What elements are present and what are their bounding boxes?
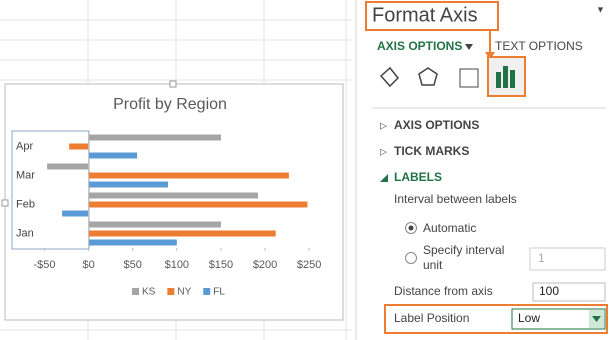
chart: Jan Feb Mar Apr -$50 $0 $50 $100 $150 $200 $250 KS N… [16,132,321,298]
x-tick-label: -$50 [33,259,55,271]
legend-swatch [167,288,175,295]
bar [47,163,89,170]
bar [88,152,138,159]
chart-title: Profit by Region [113,96,227,113]
bar [88,230,276,237]
legend-swatch [132,288,139,295]
input-value: 100 [539,284,559,298]
chart-icon [510,70,515,88]
dropdown-arrow [592,316,601,322]
input[interactable] [532,282,606,302]
format-pane: Format Axis ▼ AXIS OPTIONS TEXT OPTIONS … [355,0,608,340]
radio-dot [408,225,414,231]
bar [88,239,177,246]
x-tick-label: $200 [253,259,277,271]
legend-label: FL [213,287,225,298]
highlight [384,304,608,334]
legend-label: NY [177,287,191,298]
dropdown-value: Low [518,311,540,325]
x-tick-label: $250 [297,259,321,271]
chart-icon [496,72,501,88]
bar [88,192,259,199]
pane-menu[interactable]: ▼ [596,4,605,14]
pane-title: Format Axis [372,4,478,26]
handle[interactable] [1,199,9,207]
x-tick-label: $0 [82,259,94,271]
radio-label[interactable]: unit [423,258,443,272]
dropdown[interactable] [511,308,606,330]
x-tick-label: $150 [209,259,233,271]
input-value: 1 [538,251,545,265]
label: Label Position [394,311,469,325]
legend-swatch [203,288,211,295]
bar [88,172,289,179]
size-icon[interactable] [459,68,479,88]
radio-label[interactable]: Automatic [423,221,476,235]
effects-icon[interactable] [418,67,438,86]
chart-icon [503,66,508,88]
highlight [365,1,499,31]
section[interactable]: TICK MARKS [394,144,469,158]
bar [88,134,221,141]
tab[interactable]: TEXT OPTIONS [495,39,583,53]
x-tick-label: $50 [124,259,142,271]
bar [88,221,221,228]
input[interactable] [529,247,606,271]
radio[interactable] [405,252,417,264]
tab[interactable]: AXIS OPTIONS [377,39,462,53]
category-label: Jan [16,227,34,239]
section[interactable]: AXIS OPTIONS [394,118,479,132]
category-label: Feb [16,198,35,210]
highlight[interactable] [487,56,526,97]
label: Interval between labels [394,192,517,206]
label: Distance from axis [394,284,493,298]
x-tick-label: $100 [165,259,189,271]
expander[interactable]: ▷ [380,146,387,156]
radio-label[interactable]: Specify interval [423,243,504,257]
handle[interactable] [169,80,177,88]
bar [69,143,89,150]
spreadsheet: Profit by Region [0,0,352,340]
category-label: Apr [16,140,33,152]
bar [62,210,89,217]
fill-icon[interactable] [379,66,400,88]
tab-arrow[interactable] [465,44,473,50]
category-label: Mar [16,169,35,181]
bar [88,181,168,188]
section[interactable]: LABELS [394,170,442,184]
expander[interactable] [380,174,388,182]
bar [88,201,308,208]
expander[interactable]: ▷ [380,120,387,130]
legend-label: KS [142,287,156,298]
